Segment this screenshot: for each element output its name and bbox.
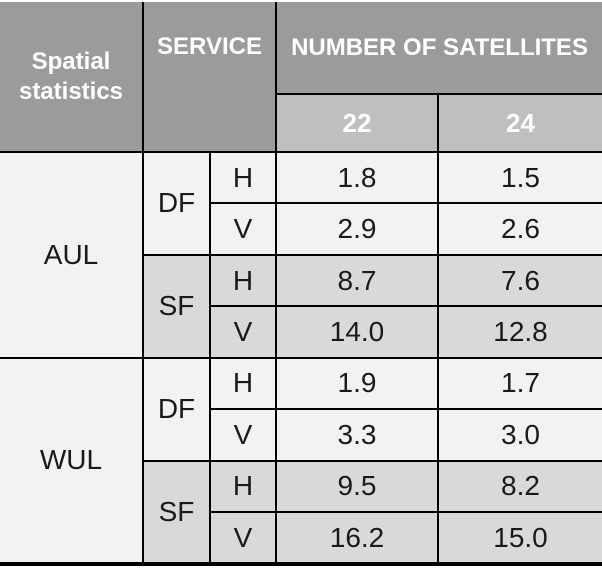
group-cell-aul: AUL (0, 151, 144, 359)
value-cell: 3.3 (275, 408, 439, 462)
value-cell: 9.5 (275, 459, 439, 514)
pol-cell: V (209, 511, 277, 563)
pol-cell: H (209, 150, 277, 205)
value-cell: 8.2 (436, 459, 602, 514)
pol-cell: H (209, 253, 277, 308)
value-cell: 1.9 (275, 356, 439, 411)
pol-cell: H (209, 356, 277, 411)
subheader-satellites-22: 22 (275, 93, 439, 153)
value-cell: 12.8 (436, 305, 602, 359)
pol-cell: V (209, 408, 277, 462)
value-cell: 14.0 (275, 305, 439, 359)
value-cell: 7.6 (436, 253, 602, 308)
value-cell: 8.7 (275, 253, 439, 308)
value-cell: 15.0 (436, 511, 602, 563)
subheader-satellites-24: 24 (436, 93, 602, 153)
value-cell: 1.8 (275, 150, 439, 205)
service-cell-wul-sf: SF (142, 459, 211, 564)
header-service-label: SERVICE (157, 33, 262, 60)
value-cell: 1.5 (436, 150, 602, 205)
value-cell: 3.0 (436, 408, 602, 462)
group-cell-wul: WUL (0, 356, 144, 564)
service-cell-aul-sf: SF (142, 253, 211, 359)
service-cell-wul-df: DF (142, 356, 211, 462)
pol-cell: H (209, 459, 277, 514)
value-cell: 2.9 (275, 202, 439, 256)
value-cell: 2.6 (436, 202, 602, 256)
header-service: SERVICE (142, 1, 277, 153)
header-spatial-statistics: Spatial statistics (0, 1, 144, 153)
pol-cell: V (209, 202, 277, 256)
service-cell-aul-df: DF (142, 151, 211, 256)
value-cell: 1.7 (436, 356, 602, 411)
header-number-of-satellites: NUMBER OF SATELLITES (274, 1, 602, 95)
value-cell: 16.2 (275, 511, 439, 563)
pol-cell: V (209, 305, 277, 359)
